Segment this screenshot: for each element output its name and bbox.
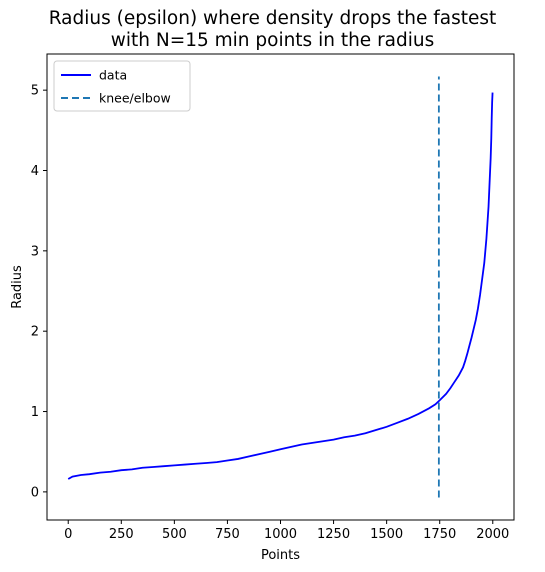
y-tick-label: 5 [31,84,39,99]
y-tick-label: 3 [31,244,39,259]
chart-title: Radius (epsilon) where density drops the… [0,8,545,52]
series-layer [67,76,494,498]
x-tick-label: 0 [64,527,72,542]
x-tick-label: 1500 [370,527,403,542]
legend-data-label: data [99,68,127,83]
plot-frame [46,53,515,521]
y-tick-label: 4 [31,164,39,179]
tick-layer: 0 250 500 750 1000 1250 1500 1750 2000 0 1 2 3 4 5 [31,84,510,542]
legend-knee-label: knee/elbow [99,91,171,106]
y-axis-label: Radius [10,265,25,309]
y-tick-label: 0 [31,485,39,500]
x-tick-label: 750 [215,527,240,542]
y-tick-label: 2 [31,325,39,340]
x-axis-label: Points [261,548,300,563]
x-tick-label: 1750 [423,527,456,542]
x-tick-label: 2000 [476,527,509,542]
x-tick-label: 1000 [264,527,297,542]
legend: data knee/elbow [53,60,191,112]
x-tick-label: 250 [109,527,134,542]
chart-title-line-2: with N=15 min points in the radius [110,30,435,51]
chart-title-line-1: Radius (epsilon) where density drops the… [48,8,497,29]
x-tick-label: 1250 [317,527,350,542]
x-tick-label: 500 [162,527,187,542]
y-tick-label: 1 [31,405,39,420]
series-line-data [67,92,494,480]
